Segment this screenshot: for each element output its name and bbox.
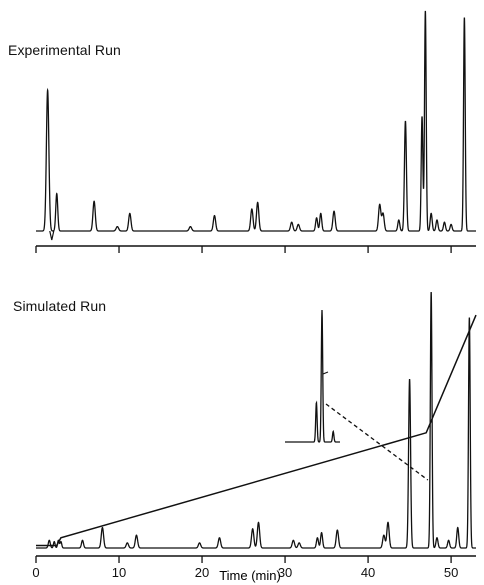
simulated-tick-label-50: 50 [444,565,458,580]
experimental-run-title: Experimental Run [8,42,121,58]
experimental-run-panel [35,10,476,253]
inset-zoom-trace [285,309,340,443]
simulated-run-panel: 0 10 20 30 40 50 [32,291,477,580]
experimental-trace [36,10,476,232]
inset-shoulder-mark [322,371,329,375]
x-axis-label: Time (min) [219,568,281,583]
simulated-tick-label-0: 0 [32,565,39,580]
simulated-tick-label-20: 20 [195,565,209,580]
simulated-trace [36,291,476,549]
inset-dashed-connector [325,403,429,481]
experimental-baseline-dip [49,230,55,241]
simulated-tick-label-30: 30 [278,565,292,580]
simulated-tick-label-40: 40 [361,565,375,580]
simulated-tick-label-10: 10 [112,565,126,580]
gradient-program-line [36,314,477,547]
simulated-run-title: Simulated Run [13,298,107,314]
